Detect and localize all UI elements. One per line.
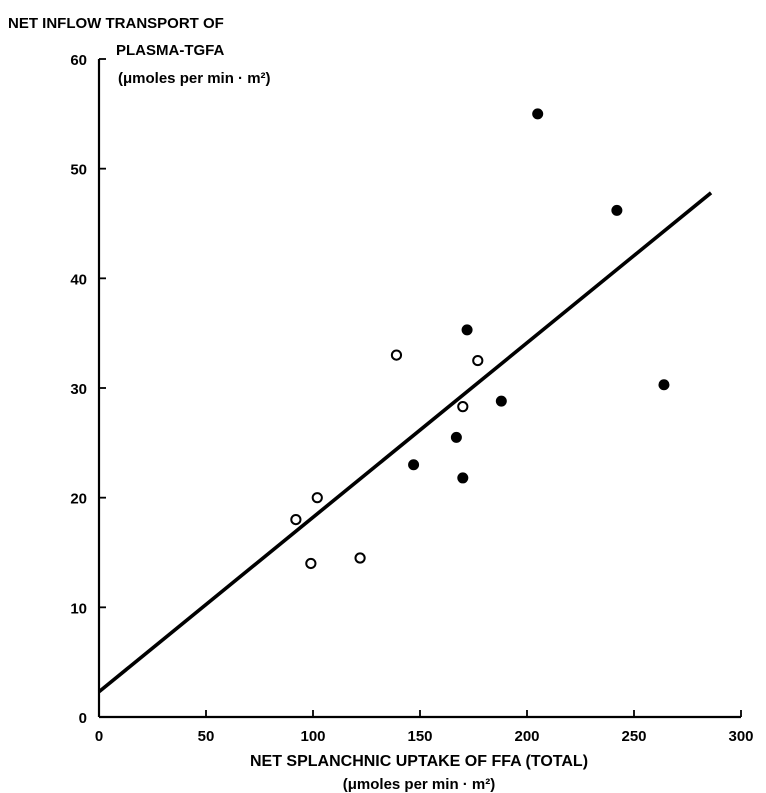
data-points xyxy=(290,108,670,570)
y-tick-label: 0 xyxy=(79,710,87,727)
filled-data-point xyxy=(450,431,462,443)
open-data-point xyxy=(311,492,323,504)
open-data-point xyxy=(472,354,484,367)
open-data-point xyxy=(457,401,469,413)
x-tick-label: 150 xyxy=(407,728,432,745)
regression-line xyxy=(97,191,713,694)
x-tick-label: 100 xyxy=(300,728,325,745)
y-ticks: 0 10 20 30 40 50 60 xyxy=(70,52,106,727)
y-axis-units-label: (μmoles per min · m²) xyxy=(118,70,271,87)
x-tick-label: 300 xyxy=(728,728,753,745)
y-tick-label: 40 xyxy=(70,271,87,288)
x-tick-label: 50 xyxy=(198,728,215,745)
filled-data-point xyxy=(658,379,670,391)
y-tick-label: 60 xyxy=(70,52,87,69)
y-axis-label-line-1: NET INFLOW TRANSPORT OF xyxy=(8,15,224,32)
y-tick-label: 20 xyxy=(70,491,87,508)
open-data-point xyxy=(354,552,366,564)
filled-data-point xyxy=(408,459,420,471)
y-tick-label: 50 xyxy=(70,162,87,179)
open-data-point xyxy=(290,514,302,526)
filled-data-point xyxy=(532,108,544,120)
filled-data-point xyxy=(461,324,473,336)
open-data-point xyxy=(305,557,317,570)
x-tick-label: 0 xyxy=(95,728,103,745)
y-tick-label: 30 xyxy=(70,381,87,398)
axes xyxy=(97,59,741,719)
y-axis-label-line-2: PLASMA-TGFA xyxy=(116,42,224,59)
x-tick-label: 250 xyxy=(621,728,646,745)
x-axis-units-label: (μmoles per min · m²) xyxy=(343,776,496,793)
open-data-point xyxy=(390,349,403,361)
x-tick-label: 200 xyxy=(514,728,539,745)
regression-line-group xyxy=(97,191,713,694)
x-ticks: 0 50 100 150 200 250 300 xyxy=(95,710,754,745)
filled-data-point xyxy=(457,472,469,484)
filled-data-point xyxy=(495,395,507,407)
y-tick-label: 10 xyxy=(70,600,87,617)
x-axis-label: NET SPLANCHNIC UPTAKE OF FFA (TOTAL) xyxy=(250,753,588,770)
filled-data-point xyxy=(611,204,623,216)
